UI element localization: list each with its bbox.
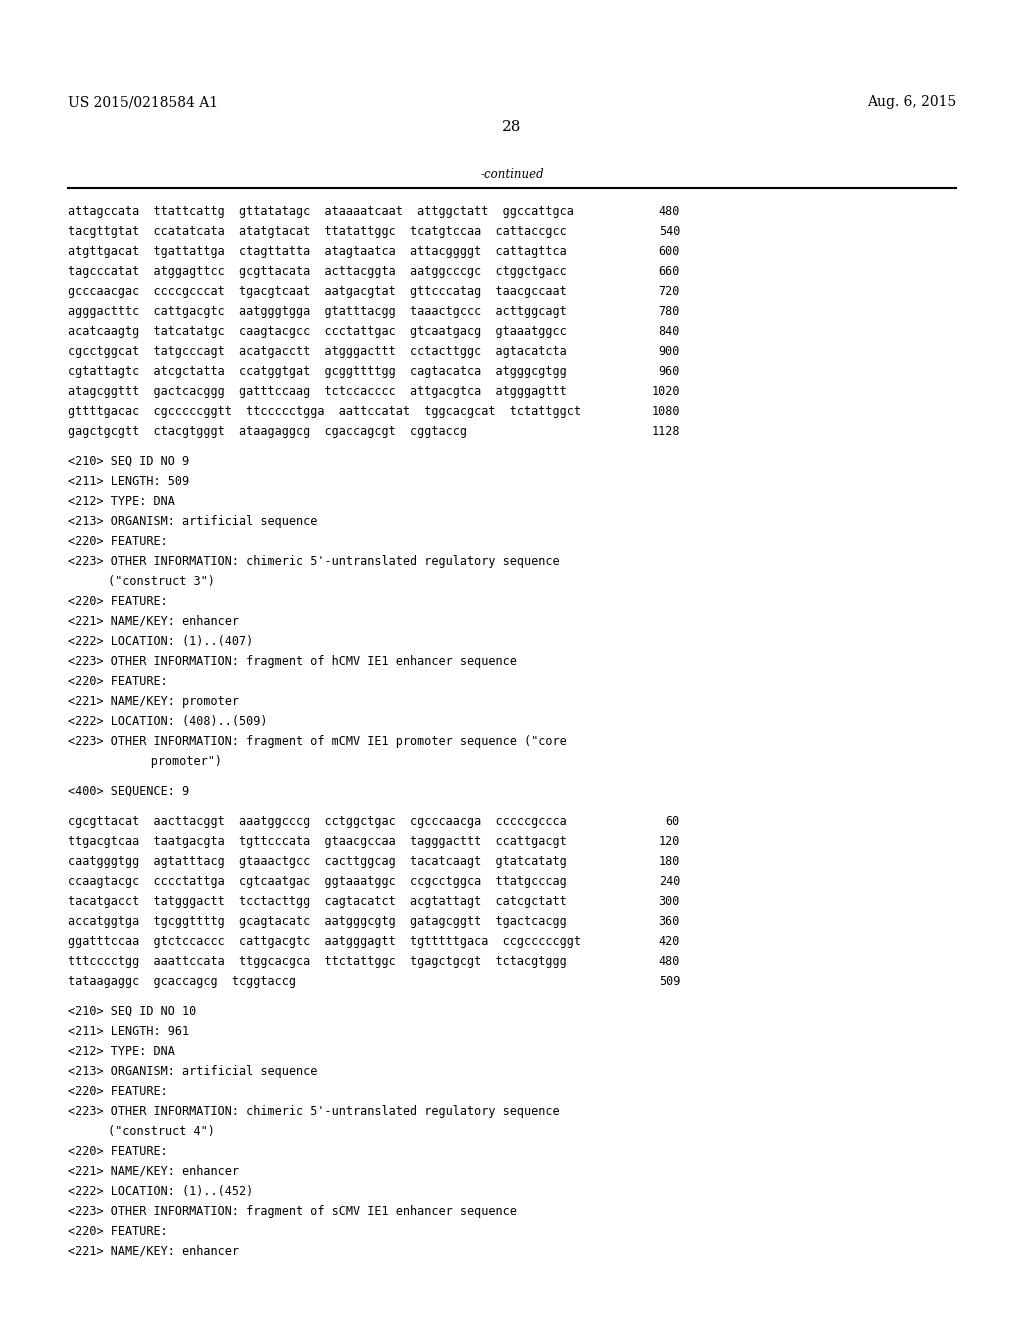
Text: 780: 780: [658, 305, 680, 318]
Text: <222> LOCATION: (1)..(407): <222> LOCATION: (1)..(407): [68, 635, 253, 648]
Text: <223> OTHER INFORMATION: chimeric 5'-untranslated regulatory sequence: <223> OTHER INFORMATION: chimeric 5'-unt…: [68, 1105, 560, 1118]
Text: 1080: 1080: [651, 405, 680, 418]
Text: 720: 720: [658, 285, 680, 298]
Text: <221> NAME/KEY: enhancer: <221> NAME/KEY: enhancer: [68, 1166, 239, 1177]
Text: <220> FEATURE:: <220> FEATURE:: [68, 1225, 168, 1238]
Text: US 2015/0218584 A1: US 2015/0218584 A1: [68, 95, 218, 110]
Text: <213> ORGANISM: artificial sequence: <213> ORGANISM: artificial sequence: [68, 1065, 317, 1078]
Text: 480: 480: [658, 205, 680, 218]
Text: 60: 60: [666, 814, 680, 828]
Text: <221> NAME/KEY: promoter: <221> NAME/KEY: promoter: [68, 696, 239, 708]
Text: <223> OTHER INFORMATION: chimeric 5'-untranslated regulatory sequence: <223> OTHER INFORMATION: chimeric 5'-unt…: [68, 554, 560, 568]
Text: ttgacgtcaa  taatgacgta  tgttcccata  gtaacgccaa  tagggacttt  ccattgacgt: ttgacgtcaa taatgacgta tgttcccata gtaacgc…: [68, 836, 566, 847]
Text: -continued: -continued: [480, 168, 544, 181]
Text: cgcgttacat  aacttacggt  aaatggcccg  cctggctgac  cgcccaacga  cccccgccca: cgcgttacat aacttacggt aaatggcccg cctggct…: [68, 814, 566, 828]
Text: <223> OTHER INFORMATION: fragment of sCMV IE1 enhancer sequence: <223> OTHER INFORMATION: fragment of sCM…: [68, 1205, 517, 1218]
Text: 1020: 1020: [651, 385, 680, 399]
Text: <213> ORGANISM: artificial sequence: <213> ORGANISM: artificial sequence: [68, 515, 317, 528]
Text: <220> FEATURE:: <220> FEATURE:: [68, 1085, 168, 1098]
Text: caatgggtgg  agtatttacg  gtaaactgcc  cacttggcag  tacatcaagt  gtatcatatg: caatgggtgg agtatttacg gtaaactgcc cacttgg…: [68, 855, 566, 869]
Text: 540: 540: [658, 224, 680, 238]
Text: tacgttgtat  ccatatcata  atatgtacat  ttatattggc  tcatgtccaa  cattaccgcc: tacgttgtat ccatatcata atatgtacat ttatatt…: [68, 224, 566, 238]
Text: 480: 480: [658, 954, 680, 968]
Text: tttcccctgg  aaattccata  ttggcacgca  ttctattggc  tgagctgcgt  tctacgtggg: tttcccctgg aaattccata ttggcacgca ttctatt…: [68, 954, 566, 968]
Text: promoter"): promoter"): [108, 755, 222, 768]
Text: <210> SEQ ID NO 9: <210> SEQ ID NO 9: [68, 455, 189, 469]
Text: cgcctggcat  tatgcccagt  acatgacctt  atgggacttt  cctacttggc  agtacatcta: cgcctggcat tatgcccagt acatgacctt atgggac…: [68, 345, 566, 358]
Text: gagctgcgtt  ctacgtgggt  ataagaggcg  cgaccagcgt  cggtaccg: gagctgcgtt ctacgtgggt ataagaggcg cgaccag…: [68, 425, 467, 438]
Text: 420: 420: [658, 935, 680, 948]
Text: 360: 360: [658, 915, 680, 928]
Text: <212> TYPE: DNA: <212> TYPE: DNA: [68, 495, 175, 508]
Text: 960: 960: [658, 366, 680, 378]
Text: ggatttccaa  gtctccaccc  cattgacgtc  aatgggagtt  tgtttttgaca  ccgcccccggt: ggatttccaa gtctccaccc cattgacgtc aatggga…: [68, 935, 581, 948]
Text: tacatgacct  tatgggactt  tcctacttgg  cagtacatct  acgtattagt  catcgctatt: tacatgacct tatgggactt tcctacttgg cagtaca…: [68, 895, 566, 908]
Text: <211> LENGTH: 509: <211> LENGTH: 509: [68, 475, 189, 488]
Text: gcccaacgac  ccccgcccat  tgacgtcaat  aatgacgtat  gttcccatag  taacgccaat: gcccaacgac ccccgcccat tgacgtcaat aatgacg…: [68, 285, 566, 298]
Text: <220> FEATURE:: <220> FEATURE:: [68, 595, 168, 609]
Text: <212> TYPE: DNA: <212> TYPE: DNA: [68, 1045, 175, 1059]
Text: tagcccatat  atggagttcc  gcgttacata  acttacggta  aatggcccgc  ctggctgacc: tagcccatat atggagttcc gcgttacata acttacg…: [68, 265, 566, 279]
Text: Aug. 6, 2015: Aug. 6, 2015: [866, 95, 956, 110]
Text: ccaagtacgc  cccctattga  cgtcaatgac  ggtaaatggc  ccgcctggca  ttatgcccag: ccaagtacgc cccctattga cgtcaatgac ggtaaat…: [68, 875, 566, 888]
Text: 240: 240: [658, 875, 680, 888]
Text: 120: 120: [658, 836, 680, 847]
Text: cgtattagtc  atcgctatta  ccatggtgat  gcggttttgg  cagtacatca  atgggcgtgg: cgtattagtc atcgctatta ccatggtgat gcggttt…: [68, 366, 566, 378]
Text: tataagaggc  gcaccagcg  tcggtaccg: tataagaggc gcaccagcg tcggtaccg: [68, 975, 296, 987]
Text: attagccata  ttattcattg  gttatatagc  ataaaatcaat  attggctatt  ggccattgca: attagccata ttattcattg gttatatagc ataaaat…: [68, 205, 573, 218]
Text: agggactttc  cattgacgtc  aatgggtgga  gtatttacgg  taaactgccc  acttggcagt: agggactttc cattgacgtc aatgggtgga gtattta…: [68, 305, 566, 318]
Text: atagcggttt  gactcacggg  gatttccaag  tctccacccc  attgacgtca  atgggagttt: atagcggttt gactcacggg gatttccaag tctccac…: [68, 385, 566, 399]
Text: <220> FEATURE:: <220> FEATURE:: [68, 675, 168, 688]
Text: gttttgacac  cgcccccggtt  ttccccctgga  aattccatat  tggcacgcat  tctattggct: gttttgacac cgcccccggtt ttccccctgga aattc…: [68, 405, 581, 418]
Text: <210> SEQ ID NO 10: <210> SEQ ID NO 10: [68, 1005, 197, 1018]
Text: 660: 660: [658, 265, 680, 279]
Text: <223> OTHER INFORMATION: fragment of mCMV IE1 promoter sequence ("core: <223> OTHER INFORMATION: fragment of mCM…: [68, 735, 566, 748]
Text: 840: 840: [658, 325, 680, 338]
Text: 509: 509: [658, 975, 680, 987]
Text: accatggtga  tgcggttttg  gcagtacatc  aatgggcgtg  gatagcggtt  tgactcacgg: accatggtga tgcggttttg gcagtacatc aatgggc…: [68, 915, 566, 928]
Text: <220> FEATURE:: <220> FEATURE:: [68, 535, 168, 548]
Text: <222> LOCATION: (408)..(509): <222> LOCATION: (408)..(509): [68, 715, 267, 729]
Text: ("construct 4"): ("construct 4"): [108, 1125, 215, 1138]
Text: 300: 300: [658, 895, 680, 908]
Text: <220> FEATURE:: <220> FEATURE:: [68, 1144, 168, 1158]
Text: 28: 28: [503, 120, 521, 135]
Text: <211> LENGTH: 961: <211> LENGTH: 961: [68, 1026, 189, 1038]
Text: ("construct 3"): ("construct 3"): [108, 576, 215, 587]
Text: <221> NAME/KEY: enhancer: <221> NAME/KEY: enhancer: [68, 1245, 239, 1258]
Text: <400> SEQUENCE: 9: <400> SEQUENCE: 9: [68, 785, 189, 799]
Text: 600: 600: [658, 246, 680, 257]
Text: <222> LOCATION: (1)..(452): <222> LOCATION: (1)..(452): [68, 1185, 253, 1199]
Text: 900: 900: [658, 345, 680, 358]
Text: acatcaagtg  tatcatatgc  caagtacgcc  ccctattgac  gtcaatgacg  gtaaatggcc: acatcaagtg tatcatatgc caagtacgcc ccctatt…: [68, 325, 566, 338]
Text: <223> OTHER INFORMATION: fragment of hCMV IE1 enhancer sequence: <223> OTHER INFORMATION: fragment of hCM…: [68, 655, 517, 668]
Text: atgttgacat  tgattattga  ctagttatta  atagtaatca  attacggggt  cattagttca: atgttgacat tgattattga ctagttatta atagtaa…: [68, 246, 566, 257]
Text: <221> NAME/KEY: enhancer: <221> NAME/KEY: enhancer: [68, 615, 239, 628]
Text: 1128: 1128: [651, 425, 680, 438]
Text: 180: 180: [658, 855, 680, 869]
